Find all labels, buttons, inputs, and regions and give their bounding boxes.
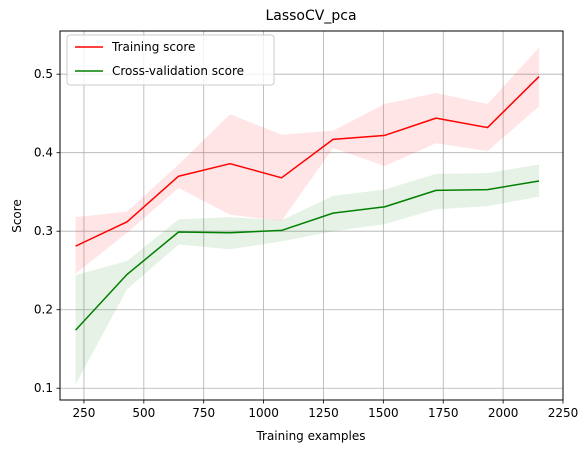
x-tick-label: 2250 [548,406,579,420]
x-tick-label: 750 [192,406,215,420]
x-tick-label: 250 [72,406,95,420]
cross-validation-score-line [75,180,540,331]
axis-ticks: 250 500 750 1000 1250 1500 1750 2000 2250 0.1 0.2 0… [34,67,578,420]
y-tick-label: 0.4 [34,146,53,160]
x-tick-label: 1750 [428,406,459,420]
legend-box [66,34,275,86]
legend-label-training: Training score [111,40,195,54]
legend: Training score Cross-validation score [66,34,275,86]
confidence-bands [75,47,540,385]
plot-frame [59,30,564,401]
x-axis-label: Training examples [255,429,365,443]
y-axis-label: Score [10,199,24,233]
training-score-line [75,76,540,247]
x-tick-label: 1250 [308,406,339,420]
y-tick-label: 0.1 [34,381,53,395]
chart-title: LassoCV_pca [265,8,356,24]
cross-validation-score-band [75,164,540,385]
x-tick-label: 2000 [488,406,519,420]
x-tick-label: 500 [132,406,155,420]
y-tick-label: 0.5 [34,67,53,81]
y-tick-label: 0.3 [34,224,53,238]
legend-label-cv: Cross-validation score [112,64,244,78]
y-tick-label: 0.2 [34,303,53,317]
x-tick-label: 1000 [248,406,279,420]
training-score-band [75,47,540,274]
x-tick-label: 1500 [368,406,399,420]
series-lines [75,76,540,331]
